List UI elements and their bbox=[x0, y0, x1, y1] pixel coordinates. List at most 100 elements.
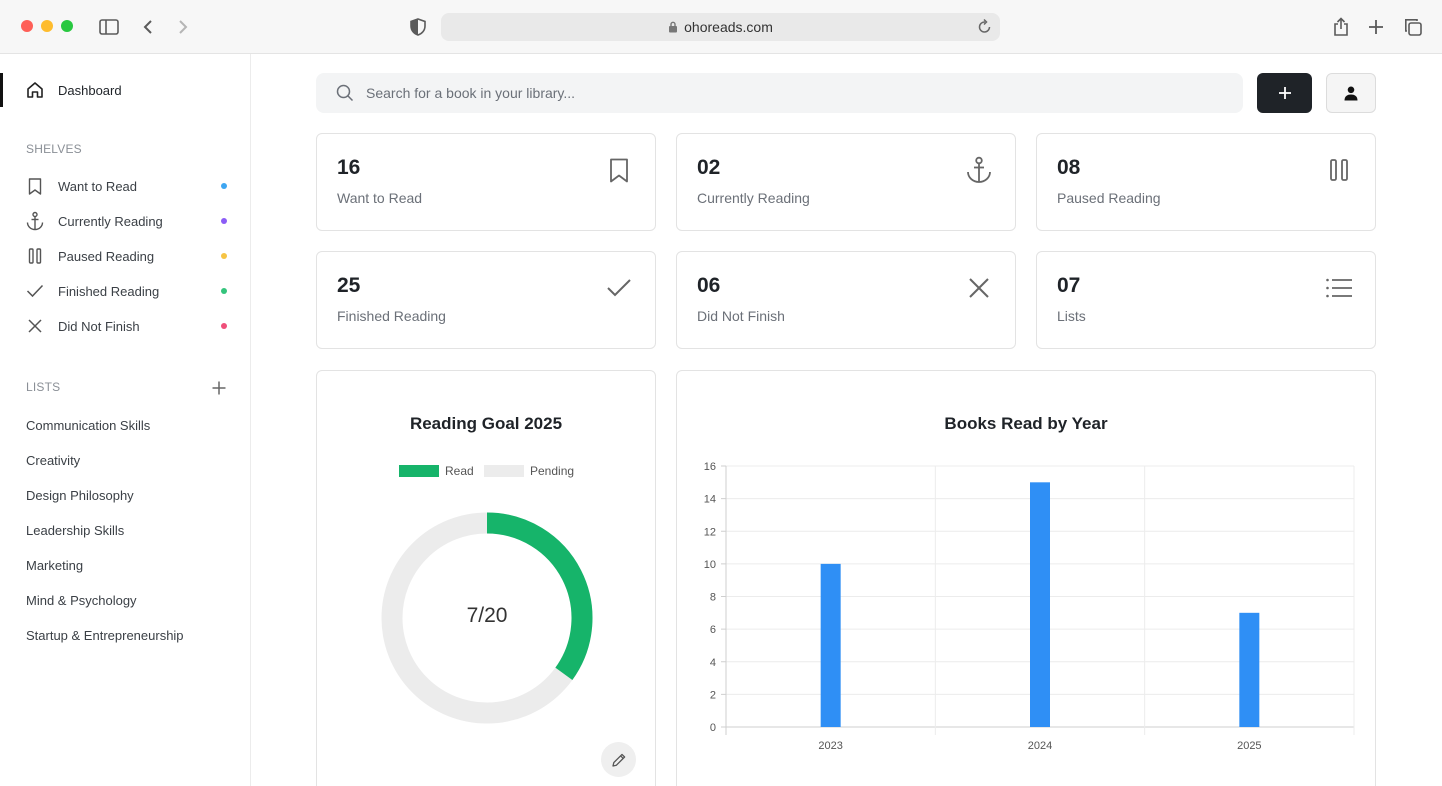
y-tick-label: 4 bbox=[710, 657, 716, 669]
sidebar-item-label: Did Not Finish bbox=[58, 318, 140, 334]
close-window-button[interactable] bbox=[21, 20, 33, 32]
status-dot bbox=[221, 253, 227, 259]
minimize-window-button[interactable] bbox=[41, 20, 53, 32]
new-tab-icon[interactable] bbox=[1365, 16, 1387, 38]
browser-toolbar: ohoreads.com bbox=[0, 0, 1442, 54]
sidebar-item-paused-reading[interactable]: Paused Reading bbox=[24, 245, 229, 267]
tab-overview-icon[interactable] bbox=[1402, 16, 1424, 38]
x-icon bbox=[965, 274, 993, 302]
shelves-heading: SHELVES bbox=[26, 142, 82, 156]
status-dot bbox=[221, 183, 227, 189]
search-input[interactable] bbox=[366, 85, 1166, 101]
share-icon[interactable] bbox=[1330, 16, 1352, 38]
y-tick-label: 6 bbox=[710, 624, 716, 636]
forward-icon[interactable] bbox=[172, 16, 194, 38]
anchor-icon bbox=[24, 210, 46, 232]
legend-swatch-pending bbox=[484, 465, 524, 477]
status-dot bbox=[221, 218, 227, 224]
lists-heading: LISTS bbox=[26, 380, 61, 394]
active-indicator bbox=[0, 73, 3, 107]
user-icon bbox=[1343, 85, 1359, 101]
bar-2024[interactable] bbox=[1030, 482, 1050, 727]
sidebar-toggle-icon[interactable] bbox=[98, 16, 120, 38]
list-link-design-philosophy[interactable]: Design Philosophy bbox=[26, 488, 134, 503]
stat-value: 06 bbox=[697, 274, 721, 297]
sidebar-item-label: Dashboard bbox=[58, 82, 122, 98]
y-tick-label: 12 bbox=[704, 526, 716, 538]
books-by-year-chart: 0 2 4 6 8 10 12 14 16 2023 2024 2025 bbox=[704, 461, 1355, 752]
zoom-window-button[interactable] bbox=[61, 20, 73, 32]
sidebar-item-did-not-finish[interactable]: Did Not Finish bbox=[24, 315, 229, 337]
home-icon bbox=[24, 79, 46, 101]
edit-goal-button[interactable] bbox=[601, 742, 636, 777]
check-icon bbox=[605, 274, 633, 302]
back-icon[interactable] bbox=[137, 16, 159, 38]
sidebar-item-label: Finished Reading bbox=[58, 283, 160, 299]
x-icon bbox=[24, 315, 46, 337]
stat-card-finished-reading[interactable]: 25 Finished Reading bbox=[316, 251, 656, 349]
list-link-mind-psychology[interactable]: Mind & Psychology bbox=[26, 593, 137, 608]
bar-2023[interactable] bbox=[820, 563, 841, 727]
stat-card-lists[interactable]: 07 Lists bbox=[1036, 251, 1376, 349]
pause-icon bbox=[1325, 156, 1353, 184]
stat-label: Finished Reading bbox=[337, 308, 446, 324]
url-text: ohoreads.com bbox=[684, 19, 773, 35]
stat-label: Want to Read bbox=[337, 190, 423, 206]
y-tick-label: 2 bbox=[710, 689, 716, 701]
x-tick-label: 2023 bbox=[818, 740, 842, 752]
sidebar-item-label: Currently Reading bbox=[58, 213, 163, 229]
stat-card-did-not-finish[interactable]: 06 Did Not Finish bbox=[676, 251, 1016, 349]
stat-label: Lists bbox=[1057, 308, 1086, 324]
donut-segment-read bbox=[486, 512, 593, 681]
stat-card-want-to-read[interactable]: 16 Want to Read bbox=[316, 133, 656, 231]
reload-icon[interactable] bbox=[978, 18, 992, 37]
stat-label: Did Not Finish bbox=[697, 308, 785, 324]
stat-value: 07 bbox=[1057, 274, 1081, 297]
pencil-icon bbox=[611, 752, 627, 768]
search-icon bbox=[336, 84, 354, 102]
stat-value: 08 bbox=[1057, 156, 1081, 179]
address-bar[interactable]: ohoreads.com bbox=[441, 13, 1000, 41]
y-tick-label: 14 bbox=[704, 494, 716, 506]
list-link-leadership-skills[interactable]: Leadership Skills bbox=[26, 523, 125, 538]
list-link-startup-entrepreneurship[interactable]: Startup & Entrepreneurship bbox=[26, 628, 184, 643]
y-tick-label: 0 bbox=[710, 722, 716, 734]
stat-value: 02 bbox=[697, 156, 721, 179]
add-book-button[interactable] bbox=[1257, 73, 1312, 113]
sidebar-item-label: Paused Reading bbox=[58, 248, 155, 264]
legend-pending: Pending bbox=[484, 464, 574, 478]
list-link-communication-skills[interactable]: Communication Skills bbox=[26, 418, 151, 433]
sidebar-item-want-to-read[interactable]: Want to Read bbox=[24, 175, 229, 197]
plus-icon bbox=[1278, 86, 1292, 100]
bookmark-icon bbox=[605, 156, 633, 184]
anchor-icon bbox=[965, 156, 993, 184]
add-list-button[interactable] bbox=[210, 379, 228, 397]
status-dot bbox=[221, 323, 227, 329]
y-tick-label: 8 bbox=[710, 592, 716, 604]
sidebar-item-label: Want to Read bbox=[58, 178, 138, 194]
sidebar-item-dashboard[interactable]: Dashboard bbox=[24, 79, 229, 101]
privacy-shield-icon[interactable] bbox=[407, 16, 429, 38]
list-link-marketing[interactable]: Marketing bbox=[26, 558, 84, 573]
y-tick-label: 10 bbox=[704, 559, 716, 571]
legend-label-read: Read bbox=[445, 464, 474, 478]
reading-goal-panel: Reading Goal 2025 Read Pending 7/20 bbox=[316, 370, 656, 786]
list-link-creativity[interactable]: Creativity bbox=[26, 453, 81, 468]
legend-read: Read bbox=[399, 464, 474, 478]
pause-icon bbox=[24, 245, 46, 267]
sidebar-item-finished-reading[interactable]: Finished Reading bbox=[24, 280, 229, 302]
user-menu-button[interactable] bbox=[1326, 73, 1376, 113]
books-by-year-panel: Books Read by Year 0 2 4 6 8 10 12 14 16 2023 2024… bbox=[676, 370, 1376, 786]
search-bar bbox=[316, 73, 1243, 113]
status-dot bbox=[221, 288, 227, 294]
stat-card-currently-reading[interactable]: 02 Currently Reading bbox=[676, 133, 1016, 231]
stat-label: Currently Reading bbox=[697, 190, 810, 206]
goal-progress-text: 7/20 bbox=[466, 604, 508, 627]
chart-title: Books Read by Year bbox=[944, 414, 1108, 433]
bookmark-icon bbox=[24, 175, 46, 197]
stat-label: Paused Reading bbox=[1057, 190, 1161, 206]
bar-2025[interactable] bbox=[1239, 612, 1260, 727]
sidebar-item-currently-reading[interactable]: Currently Reading bbox=[24, 210, 229, 232]
stat-card-paused-reading[interactable]: 08 Paused Reading bbox=[1036, 133, 1376, 231]
reading-goal-title: Reading Goal 2025 bbox=[409, 414, 563, 433]
